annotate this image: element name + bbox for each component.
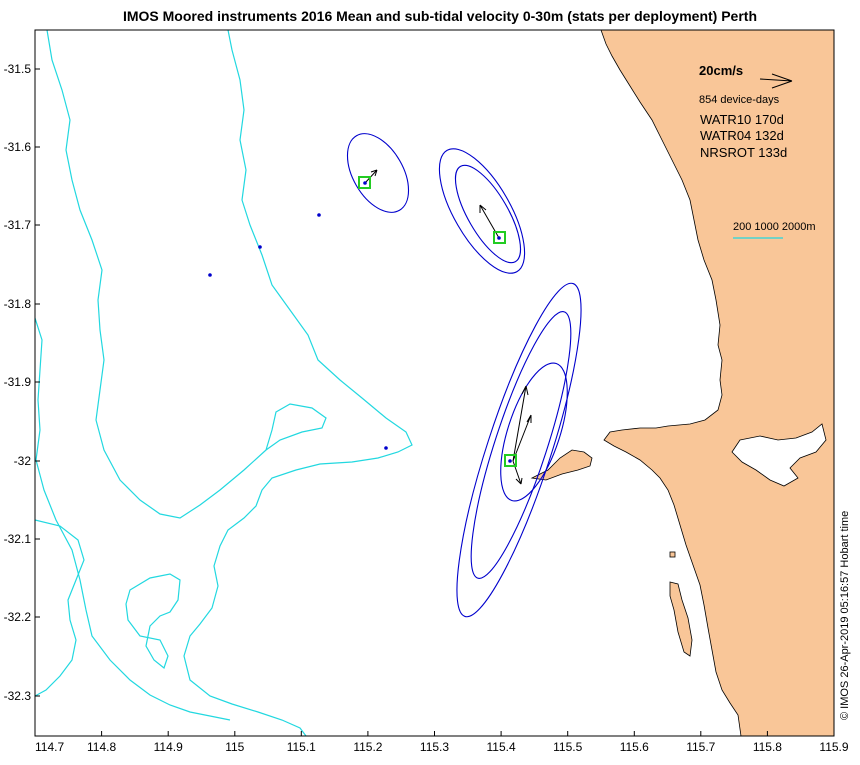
station-dot	[317, 213, 321, 217]
ellipse-nrsrot-inner	[500, 362, 568, 502]
x-tick-label: 115.6	[620, 740, 649, 754]
ellipse-nrsrot-outer	[456, 282, 582, 618]
land-coastline	[600, 30, 834, 736]
y-tick-label: -32.1	[4, 532, 32, 546]
contour-2000m	[35, 317, 231, 721]
deployment-label: NRSROT 133d	[700, 145, 787, 160]
bathymetry-contours	[35, 30, 413, 736]
x-tick-label: 115.5	[553, 740, 582, 754]
scale-arrow	[759, 73, 793, 89]
x-tick-label: 115.8	[753, 740, 782, 754]
ellipse-watr04-inner	[454, 164, 522, 264]
x-tick-label: 115.1	[287, 740, 316, 754]
station-dots	[208, 181, 512, 463]
y-axis-ticks	[35, 68, 40, 697]
arrow-nrsrot-2	[512, 414, 532, 462]
x-tick-label: 115.4	[487, 740, 516, 754]
credit-text: © IMOS 26-Apr-2019 05:16:57 Hobart time	[839, 511, 851, 720]
x-axis-ticks	[34, 731, 768, 736]
y-tick-label: -32	[14, 454, 32, 468]
x-tick-label: 115.7	[686, 740, 715, 754]
map-title: IMOS Moored instruments 2016 Mean and su…	[123, 8, 757, 24]
contour-2000m-inner	[125, 573, 181, 670]
estuary	[731, 423, 827, 487]
station-dot	[363, 181, 367, 185]
x-tick-label: 114.7	[35, 740, 64, 754]
contour-legend-label: 200 1000 2000m	[733, 221, 816, 233]
y-tick-label: -32.2	[4, 610, 32, 624]
mooring-watr04	[493, 231, 506, 244]
y-tick-label: -31.8	[4, 297, 32, 311]
y-axis-labels: -31.5 -31.6 -31.7 -31.8 -31.9 -32 -32.1 …	[4, 62, 32, 703]
contour-200m	[183, 30, 413, 736]
x-tick-label: 115	[225, 740, 244, 754]
arrow-nrsrot-1	[512, 385, 529, 462]
variance-ellipses	[346, 133, 582, 618]
contour-2000m-lower	[35, 519, 85, 697]
station-dot	[384, 446, 388, 450]
legend: 20cm/s 854 device-days WATR10 170d WATR0…	[699, 63, 816, 239]
x-tick-label: 114.9	[154, 740, 183, 754]
arrow-nrsrot-3	[512, 460, 523, 485]
station-dot	[208, 273, 212, 277]
contour-1000m	[46, 30, 327, 519]
station-dot	[497, 236, 501, 240]
x-axis-labels: 114.7 114.8 114.9 115 115.1 115.2 115.3 …	[35, 740, 849, 754]
device-days-label: 854 device-days	[699, 94, 780, 106]
deployment-label: WATR10 170d	[700, 112, 784, 127]
x-tick-label: 115.2	[353, 740, 382, 754]
rottnest-island	[530, 449, 593, 481]
velocity-arrows	[364, 169, 532, 485]
x-tick-label: 114.8	[87, 740, 116, 754]
y-tick-label: -31.5	[4, 62, 32, 76]
y-tick-label: -31.9	[4, 375, 32, 389]
islet	[669, 551, 676, 558]
station-dot	[508, 459, 512, 463]
ellipse-nrsrot-mid	[470, 311, 572, 579]
mooring-markers	[358, 176, 517, 467]
x-tick-label: 115.9	[819, 740, 848, 754]
scale-label: 20cm/s	[699, 63, 743, 78]
station-dot	[258, 245, 262, 249]
x-tick-label: 115.3	[420, 740, 449, 754]
ellipse-watr04-outer	[438, 148, 526, 274]
y-tick-label: -31.7	[4, 218, 32, 232]
deployment-label: WATR04 132d	[700, 128, 784, 143]
y-tick-label: -31.6	[4, 140, 32, 154]
y-tick-label: -32.3	[4, 689, 32, 703]
garden-island	[669, 581, 693, 657]
mooring-nrsrot	[504, 454, 517, 467]
ellipse-watr10	[346, 133, 410, 213]
mooring-watr10	[358, 176, 371, 189]
